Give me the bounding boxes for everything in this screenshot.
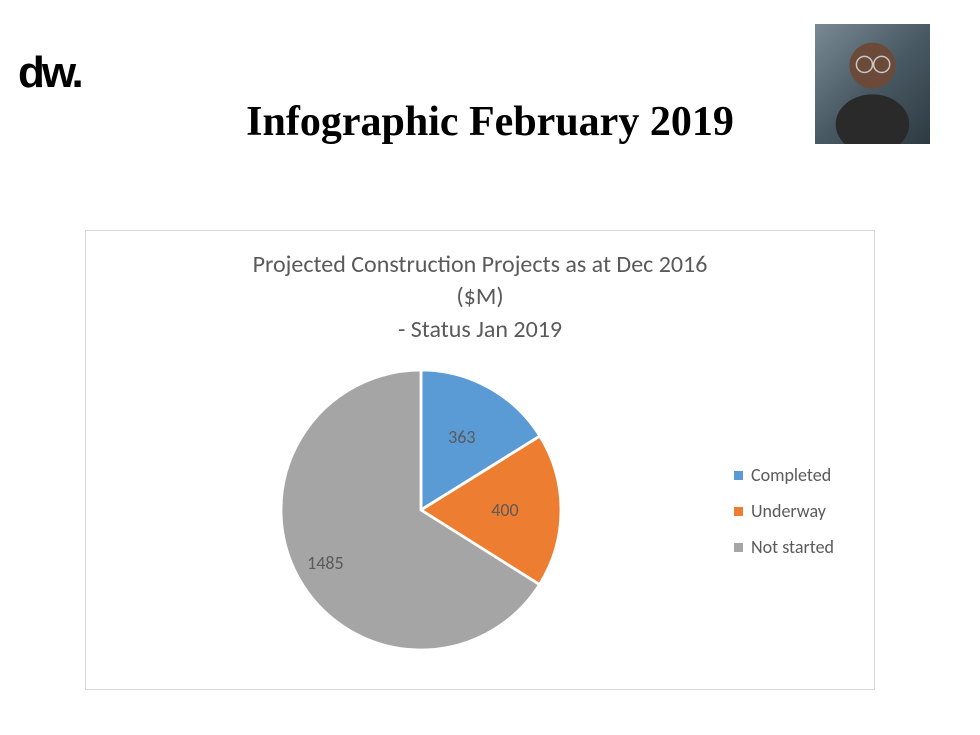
legend-swatch bbox=[734, 471, 743, 480]
chart-title-line2: ($M) bbox=[86, 281, 874, 313]
chart-title: Projected Construction Projects as at De… bbox=[86, 231, 874, 346]
legend-swatch bbox=[734, 507, 743, 516]
chart-body: Completed Underway Not started 363 400 1485 bbox=[86, 346, 874, 686]
legend-item: Underway bbox=[734, 500, 834, 522]
pie-data-label: 363 bbox=[448, 426, 475, 448]
person-icon bbox=[815, 24, 930, 144]
header: dw. Infographic February 2019 bbox=[0, 0, 980, 170]
pie-data-label: 400 bbox=[491, 499, 518, 521]
pie-svg bbox=[281, 370, 561, 650]
legend: Completed Underway Not started bbox=[734, 464, 834, 558]
avatar bbox=[815, 24, 930, 144]
chart-title-line3: - Status Jan 2019 bbox=[86, 314, 874, 346]
chart-title-line1: Projected Construction Projects as at De… bbox=[86, 249, 874, 281]
legend-label: Underway bbox=[751, 500, 826, 522]
legend-item: Completed bbox=[734, 464, 834, 486]
legend-label: Not started bbox=[751, 536, 834, 558]
pie-chart bbox=[281, 370, 561, 650]
legend-swatch bbox=[734, 543, 743, 552]
chart-card: Projected Construction Projects as at De… bbox=[85, 230, 875, 690]
legend-item: Not started bbox=[734, 536, 834, 558]
legend-label: Completed bbox=[751, 464, 831, 486]
pie-data-label: 1485 bbox=[307, 552, 344, 574]
logo: dw. bbox=[18, 48, 81, 98]
